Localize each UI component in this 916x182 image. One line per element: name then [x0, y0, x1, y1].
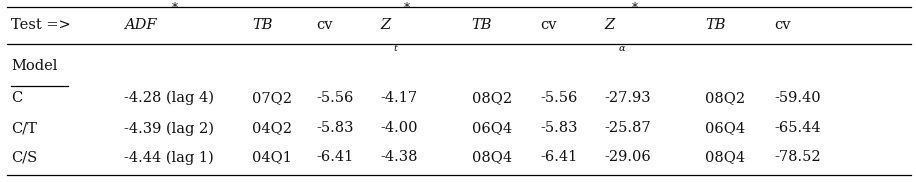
Text: -65.44: -65.44	[774, 121, 821, 135]
Text: Z: Z	[605, 18, 615, 31]
Text: 08Q4: 08Q4	[472, 151, 512, 164]
Text: 08Q4: 08Q4	[705, 151, 746, 164]
Text: -27.93: -27.93	[605, 91, 651, 105]
Text: -4.44 (lag 1): -4.44 (lag 1)	[124, 150, 213, 165]
Text: t: t	[394, 44, 398, 53]
Text: -5.83: -5.83	[316, 121, 354, 135]
Text: *: *	[632, 2, 638, 15]
Text: -6.41: -6.41	[540, 151, 578, 164]
Text: -4.38: -4.38	[380, 151, 418, 164]
Text: cv: cv	[774, 18, 791, 31]
Text: TB: TB	[705, 18, 725, 31]
Text: -4.17: -4.17	[380, 91, 418, 105]
Text: C/S: C/S	[11, 151, 38, 164]
Text: 06Q4: 06Q4	[705, 121, 746, 135]
Text: -6.41: -6.41	[316, 151, 354, 164]
Text: ADF: ADF	[124, 18, 156, 31]
Text: TB: TB	[472, 18, 492, 31]
Text: -29.06: -29.06	[605, 151, 651, 164]
Text: *: *	[171, 2, 178, 15]
Text: 04Q1: 04Q1	[252, 151, 292, 164]
Text: *: *	[404, 2, 410, 15]
Text: -5.56: -5.56	[540, 91, 578, 105]
Text: 04Q2: 04Q2	[252, 121, 292, 135]
Text: -4.00: -4.00	[380, 121, 418, 135]
Text: C: C	[11, 91, 22, 105]
Text: 07Q2: 07Q2	[252, 91, 292, 105]
Text: TB: TB	[252, 18, 272, 31]
Text: cv: cv	[540, 18, 557, 31]
Text: 08Q2: 08Q2	[705, 91, 746, 105]
Text: -25.87: -25.87	[605, 121, 651, 135]
Text: -59.40: -59.40	[774, 91, 821, 105]
Text: -4.39 (lag 2): -4.39 (lag 2)	[124, 121, 213, 136]
Text: -4.28 (lag 4): -4.28 (lag 4)	[124, 91, 213, 106]
Text: -5.56: -5.56	[316, 91, 354, 105]
Text: 06Q4: 06Q4	[472, 121, 512, 135]
Text: Z: Z	[380, 18, 390, 31]
Text: cv: cv	[316, 18, 333, 31]
Text: -78.52: -78.52	[774, 151, 821, 164]
Text: C/T: C/T	[11, 121, 37, 135]
Text: -5.83: -5.83	[540, 121, 578, 135]
Text: Model: Model	[11, 60, 58, 73]
Text: 08Q2: 08Q2	[472, 91, 512, 105]
Text: α: α	[618, 44, 625, 53]
Text: Test =>: Test =>	[11, 18, 71, 31]
